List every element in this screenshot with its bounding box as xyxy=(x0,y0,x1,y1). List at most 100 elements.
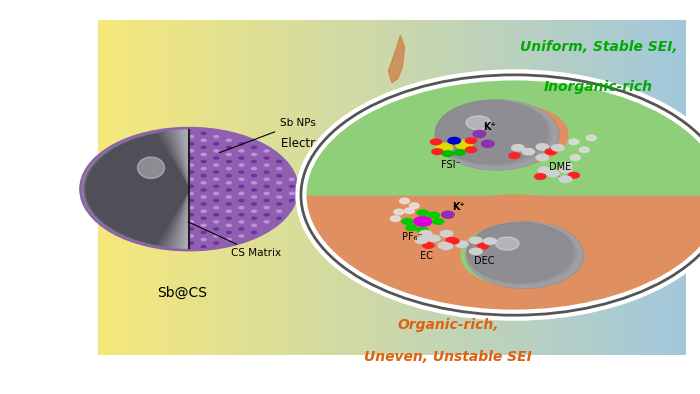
Bar xyxy=(328,182,329,197)
Circle shape xyxy=(188,220,194,223)
Bar xyxy=(329,182,330,197)
Bar xyxy=(186,20,189,355)
Circle shape xyxy=(435,100,555,168)
Circle shape xyxy=(225,138,232,142)
Bar xyxy=(321,20,324,355)
Bar xyxy=(314,182,316,197)
Circle shape xyxy=(569,139,579,145)
Bar xyxy=(177,20,181,355)
Circle shape xyxy=(410,203,419,208)
Circle shape xyxy=(238,227,244,230)
Circle shape xyxy=(440,230,454,238)
Circle shape xyxy=(465,146,477,153)
Bar xyxy=(341,182,342,197)
Circle shape xyxy=(419,230,433,238)
Bar xyxy=(618,20,621,355)
Bar xyxy=(415,20,419,355)
Circle shape xyxy=(467,223,575,284)
Bar xyxy=(321,182,323,197)
Wedge shape xyxy=(301,75,700,195)
Circle shape xyxy=(188,163,194,167)
Circle shape xyxy=(263,149,270,152)
Circle shape xyxy=(213,156,219,160)
Wedge shape xyxy=(85,133,189,245)
Bar xyxy=(116,20,118,355)
Bar xyxy=(349,182,351,197)
Bar xyxy=(351,182,352,197)
Bar xyxy=(269,20,272,355)
Bar xyxy=(518,20,522,355)
Wedge shape xyxy=(80,128,189,250)
Circle shape xyxy=(188,206,194,210)
Bar xyxy=(507,20,510,355)
Circle shape xyxy=(407,75,621,195)
Bar xyxy=(680,20,683,355)
Bar xyxy=(162,20,166,355)
Bar xyxy=(615,20,618,355)
Circle shape xyxy=(263,220,270,223)
Bar xyxy=(392,20,395,355)
Bar xyxy=(133,20,136,355)
Bar xyxy=(360,20,363,355)
Circle shape xyxy=(238,149,244,152)
Bar xyxy=(166,20,169,355)
Bar xyxy=(262,20,265,355)
Wedge shape xyxy=(85,132,189,247)
Bar xyxy=(251,20,254,355)
Bar xyxy=(189,20,192,355)
Bar xyxy=(127,20,130,355)
Circle shape xyxy=(251,203,257,206)
Bar xyxy=(354,182,355,197)
Circle shape xyxy=(251,181,257,184)
Bar xyxy=(317,182,318,197)
Circle shape xyxy=(466,222,582,287)
Circle shape xyxy=(200,174,206,177)
Ellipse shape xyxy=(137,157,164,178)
Bar xyxy=(456,20,459,355)
Bar xyxy=(642,20,645,355)
Bar xyxy=(286,20,289,355)
Bar xyxy=(571,20,574,355)
Bar xyxy=(610,20,612,355)
Bar xyxy=(192,20,195,355)
Bar xyxy=(448,20,451,355)
Bar xyxy=(677,20,680,355)
Bar xyxy=(489,20,492,355)
Bar xyxy=(333,20,336,355)
Circle shape xyxy=(276,167,282,170)
Circle shape xyxy=(440,242,454,250)
Bar xyxy=(172,20,174,355)
Ellipse shape xyxy=(466,116,491,130)
Bar xyxy=(380,20,383,355)
Circle shape xyxy=(276,203,282,206)
Bar xyxy=(377,20,380,355)
Circle shape xyxy=(200,224,206,227)
Bar xyxy=(683,20,686,355)
Bar xyxy=(533,20,536,355)
Circle shape xyxy=(465,137,477,144)
Circle shape xyxy=(200,145,206,149)
Circle shape xyxy=(263,170,270,174)
Circle shape xyxy=(435,100,554,167)
Bar xyxy=(148,20,151,355)
Circle shape xyxy=(276,160,282,163)
Bar xyxy=(621,20,624,355)
Circle shape xyxy=(213,241,219,245)
Bar xyxy=(356,182,357,197)
Circle shape xyxy=(562,163,572,168)
Circle shape xyxy=(467,222,577,284)
Wedge shape xyxy=(83,130,189,248)
Circle shape xyxy=(225,224,232,227)
Circle shape xyxy=(559,175,573,183)
Bar xyxy=(309,20,313,355)
Circle shape xyxy=(466,222,580,286)
Circle shape xyxy=(188,149,194,152)
Bar xyxy=(583,20,586,355)
Bar xyxy=(354,20,356,355)
Bar xyxy=(556,20,559,355)
Bar xyxy=(474,20,477,355)
Circle shape xyxy=(288,199,295,203)
Circle shape xyxy=(251,174,257,177)
Circle shape xyxy=(405,224,418,231)
Bar xyxy=(606,20,610,355)
